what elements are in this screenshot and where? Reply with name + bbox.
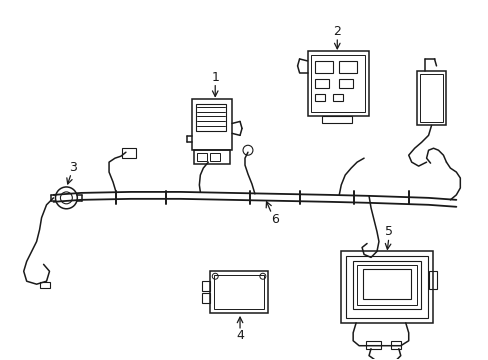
- Bar: [40, 282, 49, 288]
- Bar: [210, 153, 220, 161]
- Bar: [202, 281, 210, 291]
- Text: 2: 2: [333, 24, 341, 38]
- Bar: [194, 150, 230, 164]
- Bar: [196, 104, 225, 131]
- Bar: [362, 269, 410, 299]
- Text: 4: 4: [236, 329, 244, 342]
- Bar: [122, 148, 136, 158]
- Bar: [315, 94, 325, 100]
- Bar: [346, 256, 427, 318]
- Bar: [341, 251, 432, 323]
- Text: 1: 1: [211, 71, 219, 84]
- Bar: [202, 293, 210, 303]
- Bar: [339, 79, 352, 88]
- Bar: [416, 71, 446, 125]
- Bar: [419, 74, 443, 122]
- Bar: [322, 116, 351, 123]
- Bar: [315, 79, 328, 88]
- Bar: [197, 153, 207, 161]
- Bar: [333, 94, 343, 100]
- Bar: [352, 261, 420, 309]
- Text: 3: 3: [69, 161, 77, 174]
- Bar: [315, 61, 333, 73]
- Bar: [210, 271, 267, 313]
- Bar: [427, 271, 436, 289]
- Bar: [356, 265, 416, 305]
- Text: 6: 6: [270, 213, 278, 226]
- Bar: [311, 55, 365, 112]
- Bar: [390, 341, 400, 349]
- Bar: [192, 99, 232, 150]
- Bar: [339, 61, 356, 73]
- Bar: [214, 275, 264, 309]
- Bar: [307, 51, 368, 116]
- Bar: [366, 341, 380, 349]
- Text: 5: 5: [384, 225, 392, 238]
